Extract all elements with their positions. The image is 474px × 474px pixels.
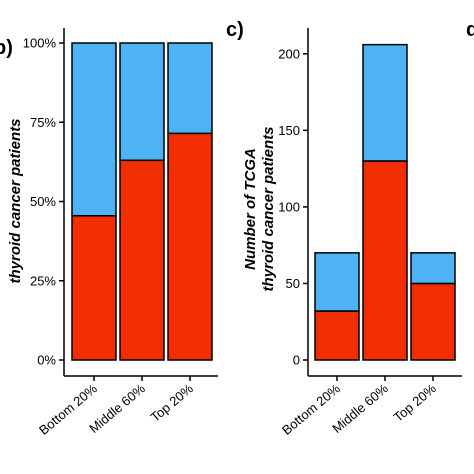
right-bar-upper-segment xyxy=(410,252,456,285)
right-bar-upper-segment xyxy=(314,252,360,312)
left-y-ticks: 0% 25% 50% 75% 100% xyxy=(23,28,65,376)
right-bar-upper-segment xyxy=(362,43,408,162)
left-y-tick-label: 75% xyxy=(30,115,56,130)
left-y-tick-label: 25% xyxy=(30,273,56,288)
right-x-axis: Bottom 20%Middle 60% Top 20% xyxy=(279,375,462,438)
right-y-tick-label: 50 xyxy=(286,276,300,291)
left-x-axis: Bottom 20%Middle 60% Top 20% xyxy=(36,375,218,438)
right-y-ticks: 0 50 100 150 200 xyxy=(278,28,309,376)
right-bars xyxy=(314,43,456,361)
right-y-tick-label: 150 xyxy=(278,123,300,138)
right-y-tick-label: 100 xyxy=(278,199,300,214)
left-y-tick-label: 0% xyxy=(37,353,56,368)
left-bar-upper-segment xyxy=(119,42,165,162)
left-bars xyxy=(71,42,213,361)
left-bar-upper-segment xyxy=(71,42,117,217)
right-y-tick-label: 0 xyxy=(293,353,300,368)
right-bar-lower-segment xyxy=(362,160,408,361)
left-bar-lower-segment xyxy=(71,215,117,361)
right-y-axis-title-line1: Number of TCGA xyxy=(242,148,259,270)
left-y-tick-label: 50% xyxy=(30,194,56,209)
left-y-axis-title: thyroid cancer patients xyxy=(7,118,24,283)
panel-letter-c: c) xyxy=(226,19,244,41)
right-bar-lower-segment xyxy=(314,310,360,361)
right-y-tick-label: 200 xyxy=(278,46,300,61)
panel-letter-d-partial: d xyxy=(466,19,474,41)
left-x-tick-label: Top 20% xyxy=(148,381,197,425)
right-bar-lower-segment xyxy=(410,282,456,361)
right-x-tick-label: Top 20% xyxy=(391,381,440,425)
left-bar-lower-segment xyxy=(167,132,213,361)
left-y-tick-label: 100% xyxy=(23,36,57,51)
right-y-axis-title-line2: thyroid cancer patients xyxy=(260,126,277,291)
left-bar-upper-segment xyxy=(167,42,213,135)
panel-letter-b: b) xyxy=(0,37,13,59)
left-bar-lower-segment xyxy=(119,159,165,361)
